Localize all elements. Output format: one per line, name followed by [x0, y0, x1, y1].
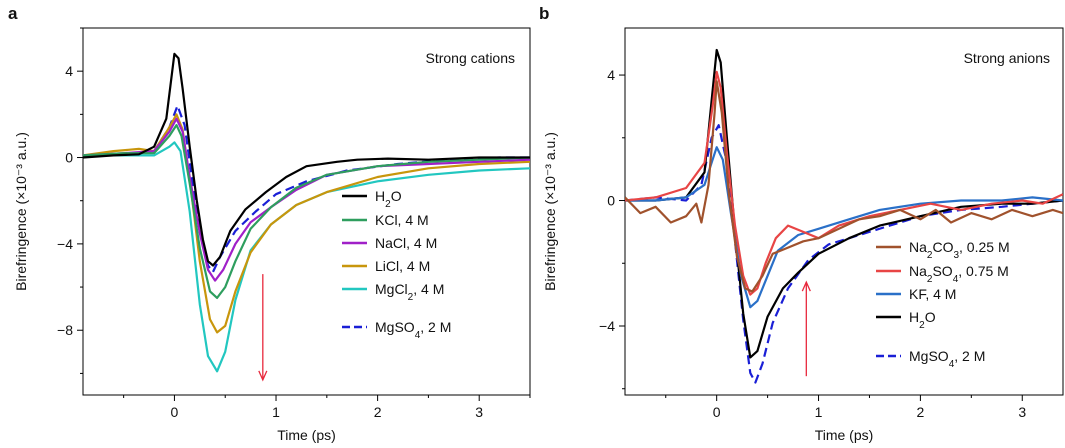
series-line-h2o: [83, 52, 530, 267]
legend-entry: MgCl2, 4 M: [375, 281, 444, 303]
chart-a: 0 1 2 3 4 0 −4 −8 Time (ps) Birefringence (×10⁻³ …: [13, 27, 531, 443]
legend-entry: MgSO4, 2 M: [375, 319, 451, 341]
panel-letter-a: a: [8, 4, 18, 23]
x-tick-label: 0: [171, 404, 179, 420]
legend-entry: H2O: [909, 309, 936, 331]
x-tick-label: 1: [272, 404, 280, 420]
y-axis-label: Birefringence (×10⁻³ a.u.): [13, 132, 29, 291]
y-tick-label: 4: [607, 67, 615, 83]
series-line-na2so4-0-75-m: [625, 70, 1063, 296]
series-line-mgcl2-4-m: [83, 141, 530, 373]
series-line-licl-4-m: [83, 113, 530, 334]
y-tick-label: 0: [607, 193, 615, 209]
series-group: [625, 48, 1063, 384]
x-axis-label: Time (ps): [277, 427, 336, 443]
plot-frame: [624, 27, 1064, 396]
y-tick-label: −4: [57, 236, 73, 252]
arrow-head: [258, 370, 268, 382]
legend-entry: Na2SO4, 0.75 M: [909, 263, 1009, 285]
y-tick-label: −4: [599, 318, 615, 334]
x-tick-label: 1: [815, 404, 823, 420]
y-axis-label: Birefringence (×10⁻³ a.u.): [542, 132, 558, 291]
legend-entry: MgSO4, 2 M: [909, 348, 985, 370]
x-tick-label: 3: [1018, 404, 1026, 420]
chart-b: 0 1 2 3 4 0 −4 Time (ps) Birefringence (×10⁻³ a.…: [542, 27, 1064, 443]
plot-frame: [82, 27, 531, 396]
y-tick-label: 0: [65, 150, 73, 166]
x-tick-label: 3: [475, 404, 483, 420]
legend-entry: Na2CO3, 0.25 M: [909, 239, 1010, 261]
series-group: [83, 52, 530, 373]
legend-entry: NaCl, 4 M: [375, 235, 437, 251]
chart-annotation: Strong cations: [426, 50, 516, 66]
chart-annotation: Strong anions: [964, 50, 1050, 66]
legend-entry: H2O: [375, 188, 402, 210]
arrow-head: [801, 280, 811, 292]
legend-entry: LiCl, 4 M: [375, 258, 430, 274]
x-tick-label: 2: [374, 404, 382, 420]
y-tick-label: −8: [57, 322, 73, 338]
x-tick-label: 0: [713, 404, 721, 420]
series-line-kcl-4-m: [83, 124, 530, 299]
legend-entry: KF, 4 M: [909, 286, 956, 302]
legend-entry: KCl, 4 M: [375, 212, 429, 228]
x-tick-label: 2: [916, 404, 924, 420]
y-tick-label: 4: [65, 63, 73, 79]
x-axis-label: Time (ps): [815, 427, 874, 443]
series-line-mgso4-2-m: [83, 104, 530, 273]
panel-letter-b: b: [539, 4, 550, 23]
series-line-na2co3-0-25-m: [625, 80, 1063, 293]
